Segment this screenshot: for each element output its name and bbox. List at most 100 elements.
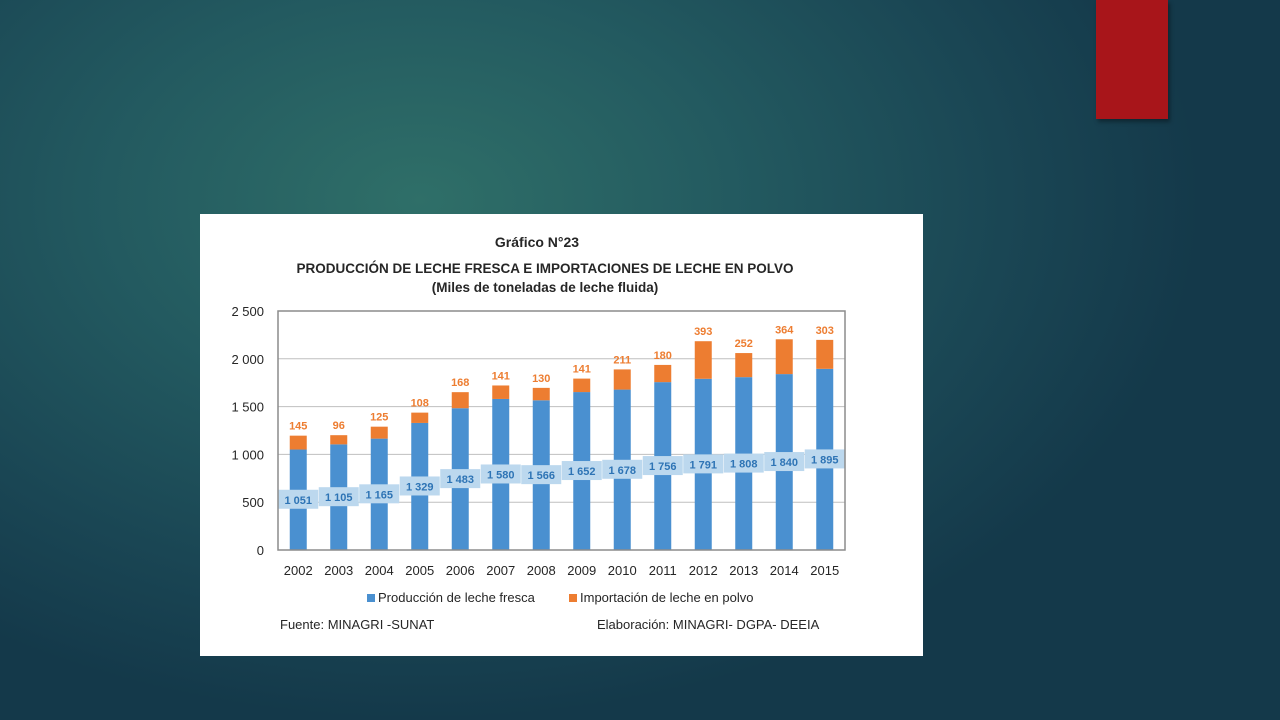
data-label-production: 1 652 [561,461,602,481]
data-label-imports: 145 [289,421,307,433]
data-label-imports: 96 [333,420,345,432]
data-label-production-text: 1 756 [649,461,677,473]
data-label-production-text: 1 483 [446,474,474,486]
bar-imports [330,435,348,445]
x-tick-label: 2006 [446,563,475,578]
data-label-production: 1 808 [723,453,764,473]
y-tick-label: 2 000 [231,352,264,367]
bars [289,339,834,550]
data-label-production-text: 1 566 [527,470,555,482]
plot-frame [277,310,846,551]
data-labels: 145 1 051 96 1 105 125 1 165 108 1 329 168 1 483 1… [278,324,845,509]
data-label-production-bg [561,461,602,481]
data-label-production-bg [359,484,400,504]
data-label-production: 1 756 [642,456,683,476]
data-label-production-bg [804,449,845,469]
x-tick-label: 2005 [405,563,434,578]
data-label-imports: 141 [492,370,510,382]
y-tick-label: 1 000 [231,447,264,462]
data-label-production: 1 051 [278,489,319,509]
data-label-imports: 180 [654,350,672,362]
data-label-production-text: 1 895 [811,454,839,466]
y-tick-label: 2 500 [231,304,264,319]
data-label-production: 1 165 [359,484,400,504]
chart-subtitle: (Miles de toneladas de leche fluida) [432,280,659,295]
x-tick-label: 2014 [770,563,799,578]
data-label-production-bg [480,464,521,484]
accent-bar [1096,0,1168,119]
data-label-production: 1 566 [521,465,562,485]
data-label-imports: 130 [532,373,550,385]
x-tick-label: 2015 [810,563,839,578]
data-label-imports: 303 [816,325,834,337]
chart-svg: Gráfico N°23 PRODUCCIÓN DE LECHE FRESCA … [231,234,846,632]
data-label-production-text: 1 678 [608,465,636,477]
gridlines [278,310,845,503]
data-label-production-text: 1 165 [365,489,393,501]
legend: Producción de leche fresca Importación d… [367,590,753,605]
data-label-imports: 364 [775,324,794,336]
bar-imports [816,339,834,369]
data-label-production: 1 840 [764,452,805,472]
bar-imports [654,364,672,383]
bar-imports [735,353,753,378]
axes: 0 500 1 000 1 500 2 000 2 500 2002 2003 2004 2005… [231,304,846,578]
data-label-production: 1 791 [683,454,724,474]
data-label-production-text: 1 791 [689,459,717,471]
bar-imports [370,426,388,439]
data-label-production-text: 1 329 [406,481,434,493]
data-label-production: 1 105 [318,487,359,507]
data-label-production-bg [683,454,724,474]
data-label-imports: 168 [451,377,469,389]
data-label-imports: 252 [735,338,753,350]
legend-label-production: Producción de leche fresca [378,590,536,605]
bar-imports [411,412,429,423]
chart-title: PRODUCCIÓN DE LECHE FRESCA E IMPORTACION… [296,261,793,276]
bar-imports [289,435,307,450]
x-tick-label: 2002 [284,563,313,578]
data-label-production-text: 1 808 [730,459,758,471]
data-label-production: 1 678 [602,459,643,479]
data-label-production-bg [723,453,764,473]
x-tick-label: 2013 [729,563,758,578]
bar-imports [573,378,591,393]
x-tick-label: 2004 [365,563,394,578]
x-tick-label: 2007 [486,563,515,578]
bar-imports [775,339,793,375]
bar-imports [492,385,510,399]
y-tick-label: 500 [242,495,264,510]
x-tick-label: 2011 [649,563,677,578]
data-label-production-bg [318,487,359,507]
x-tick-label: 2003 [324,563,353,578]
data-label-imports: 108 [411,398,429,410]
data-label-production: 1 329 [399,476,440,496]
data-label-production: 1 483 [440,469,481,489]
chart-card: Gráfico N°23 PRODUCCIÓN DE LECHE FRESCA … [200,214,923,656]
data-label-production-text: 1 652 [568,466,596,478]
y-tick-label: 1 500 [231,400,264,415]
data-label-production: 1 580 [480,464,521,484]
figure-label: Gráfico N°23 [495,234,579,250]
data-label-imports: 211 [613,354,631,366]
data-label-production-bg [764,452,805,472]
data-label-production-bg [602,459,643,479]
x-tick-label: 2012 [689,563,718,578]
bar-imports [451,392,469,409]
source-note: Fuente: MINAGRI -SUNAT [280,617,434,632]
legend-swatch-imports [569,594,577,602]
data-label-production-text: 1 105 [325,492,353,504]
y-tick-label: 0 [257,543,264,558]
data-label-production-bg [521,465,562,485]
data-label-imports: 393 [694,326,712,338]
x-tick-label: 2008 [527,563,556,578]
legend-label-imports: Importación de leche en polvo [580,590,753,605]
elaboration-note: Elaboración: MINAGRI- DGPA- DEEIA [597,617,820,632]
x-tick-label: 2010 [608,563,637,578]
data-label-production-bg [642,456,683,476]
data-label-production: 1 895 [804,449,845,469]
data-label-imports: 141 [573,364,591,376]
data-label-production-bg [399,476,440,496]
x-tick-label: 2009 [567,563,596,578]
bar-imports [532,387,550,401]
data-label-production-text: 1 051 [284,495,312,507]
